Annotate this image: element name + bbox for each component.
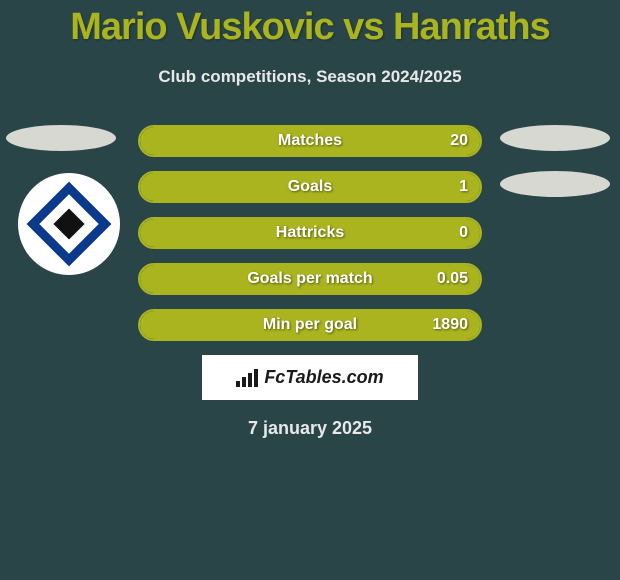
stat-value: 1: [459, 178, 468, 196]
player-photo-placeholder: [500, 125, 610, 151]
player-photo-placeholder: [6, 125, 116, 151]
stat-row: Goals 1: [138, 171, 482, 203]
stat-value: 1890: [432, 316, 468, 334]
bars-icon: [236, 369, 258, 387]
left-player-column: [0, 125, 120, 275]
content-area: Matches 20 Goals 1 Hattricks 0 Goals per match…: [0, 125, 620, 439]
stat-value: 0: [459, 224, 468, 242]
right-player-column: [500, 125, 620, 217]
stat-label: Matches: [278, 132, 342, 150]
stats-list: Matches 20 Goals 1 Hattricks 0 Goals per match…: [138, 125, 482, 341]
stat-row: Matches 20: [138, 125, 482, 157]
comparison-subtitle: Club competitions, Season 2024/2025: [0, 67, 620, 87]
footer-date: 7 january 2025: [0, 418, 620, 439]
stat-row: Min per goal 1890: [138, 309, 482, 341]
stat-row: Goals per match 0.05: [138, 263, 482, 295]
stat-value: 20: [450, 132, 468, 150]
stat-value: 0.05: [437, 270, 468, 288]
branding-text: FcTables.com: [264, 367, 383, 388]
stat-label: Goals per match: [247, 270, 372, 288]
club-badge-hsv: [18, 173, 120, 275]
stat-row: Hattricks 0: [138, 217, 482, 249]
stat-label: Min per goal: [263, 316, 357, 334]
branding-fctables[interactable]: FcTables.com: [202, 355, 418, 400]
club-badge-placeholder: [500, 171, 610, 197]
stat-label: Hattricks: [276, 224, 344, 242]
comparison-title: Mario Vuskovic vs Hanraths: [0, 0, 620, 49]
stat-label: Goals: [288, 178, 332, 196]
hsv-diamond-icon: [27, 182, 112, 267]
